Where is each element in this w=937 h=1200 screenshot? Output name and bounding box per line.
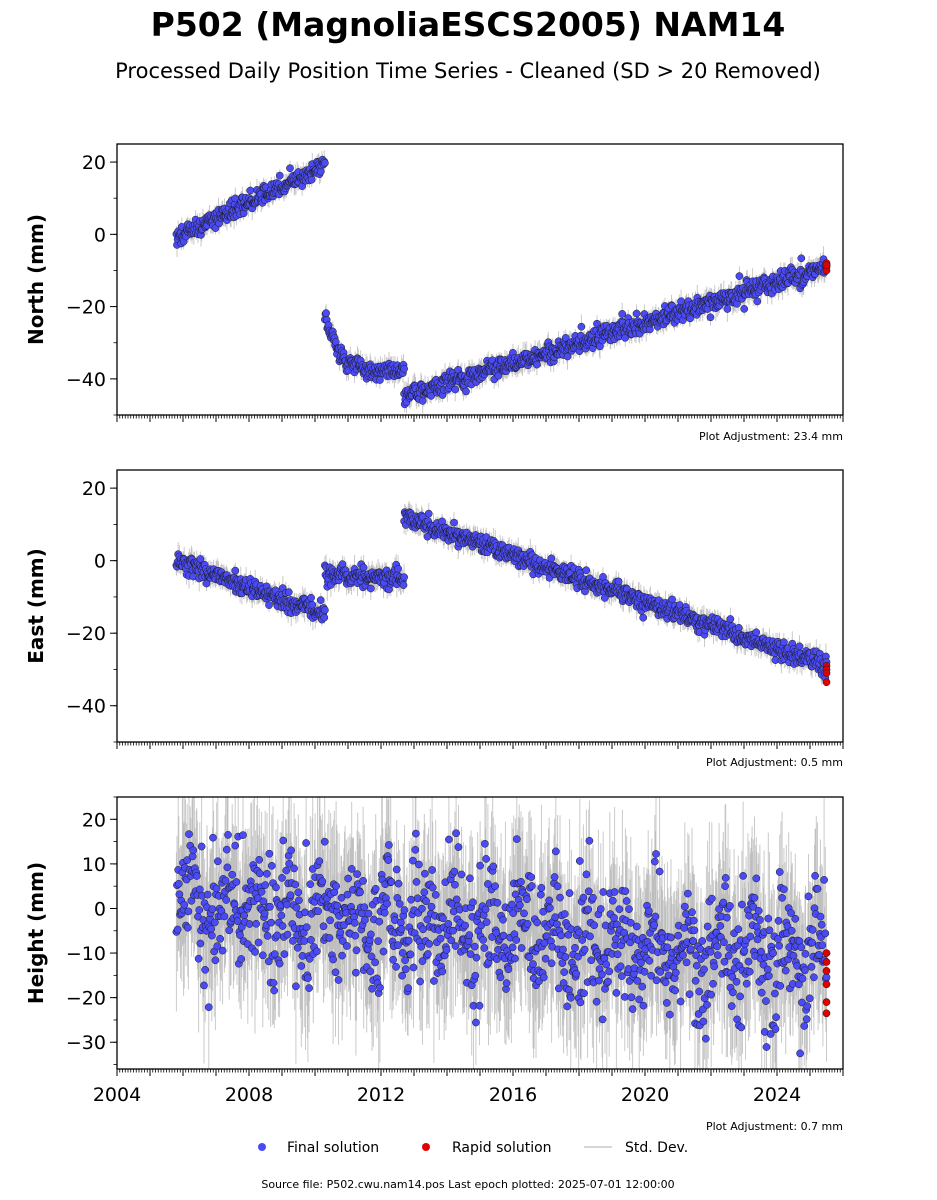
final-solution-points xyxy=(172,508,831,682)
y-tick-label: −40 xyxy=(66,369,106,391)
final-solution-point xyxy=(723,305,732,313)
x-axis-ticks xyxy=(116,415,844,422)
y-axis-ticks: 20 0 −20 −40 xyxy=(66,478,117,743)
final-solution-point xyxy=(726,615,735,623)
final-solution-point xyxy=(322,309,330,317)
y-axis-ticks: 20 0 −20 −40 xyxy=(66,152,117,416)
rapid-solution-point xyxy=(822,678,831,687)
final-solution-point xyxy=(621,333,630,342)
final-solution-point xyxy=(321,606,329,614)
final-solution-point xyxy=(547,554,556,563)
final-solution-point xyxy=(795,642,804,651)
final-solution-point xyxy=(321,159,329,167)
final-solution-point xyxy=(376,376,384,384)
final-solution-points xyxy=(172,155,831,409)
final-solution-point xyxy=(400,573,408,582)
final-solution-point xyxy=(632,309,641,318)
final-solution-point xyxy=(400,364,408,373)
panel-north: 20 0 −20 −40 North (mm) Plot Adjustment: 23.4… xyxy=(24,143,844,443)
final-solution-point xyxy=(797,254,806,263)
final-solution-point xyxy=(462,387,470,396)
y-tick-label: 20 xyxy=(82,152,106,174)
plot-adjustment-note: Plot Adjustment: 23.4 mm xyxy=(699,430,843,443)
panel-height: 2004 2008 2012 2016 2020 202420100−10−20−30He… xyxy=(24,796,844,1133)
plot-adjustment-note: Plot Adjustment: 0.5 mm xyxy=(706,756,843,769)
final-solution-point xyxy=(753,297,762,306)
x-axis-ticks xyxy=(116,742,844,749)
figure-subtitle: Processed Daily Position Time Series - C… xyxy=(115,59,821,83)
figure-title: P502 (MagnoliaESCS2005) NAM14 xyxy=(151,5,786,44)
rapid-solution-point xyxy=(822,261,831,269)
y-tick-label: −20 xyxy=(66,623,106,645)
final-solution-point xyxy=(686,314,694,323)
panel-east: 20 0 −20 −40 East (mm) Plot Adjustment: 0.5 m… xyxy=(24,469,844,769)
final-solution-point xyxy=(424,509,433,518)
y-axis-label: North (mm) xyxy=(24,214,48,345)
final-solution-point xyxy=(284,588,293,596)
final-solution-point xyxy=(286,164,294,173)
y-tick-label: 20 xyxy=(82,478,106,500)
y-tick-label: 0 xyxy=(94,551,106,573)
rapid-solution-points xyxy=(822,259,831,275)
final-solution-point xyxy=(577,322,586,331)
final-solution-point xyxy=(307,175,316,184)
final-solution-point xyxy=(618,310,627,318)
final-solution-point xyxy=(735,272,744,280)
final-solution-point xyxy=(639,613,648,622)
rapid-solution-points xyxy=(822,661,831,687)
y-tick-label: −40 xyxy=(66,696,106,718)
plot-frame xyxy=(116,469,844,743)
y-tick-label: 0 xyxy=(94,224,106,246)
final-solution-point xyxy=(196,555,205,563)
rapid-solution-point xyxy=(822,669,831,677)
final-solution-point xyxy=(582,566,591,575)
final-solution-point xyxy=(427,392,435,400)
final-solution-point xyxy=(563,352,572,361)
final-solution-point xyxy=(246,186,255,195)
final-solution-point xyxy=(752,628,761,637)
final-solution-point xyxy=(394,564,402,573)
final-solution-point xyxy=(533,360,541,369)
final-solution-point xyxy=(359,563,368,572)
final-solution-point xyxy=(202,579,211,588)
final-solution-point xyxy=(275,171,284,180)
final-solution-point xyxy=(418,397,427,405)
y-tick-label: −20 xyxy=(66,297,106,319)
final-solution-point xyxy=(231,566,240,575)
final-solution-point xyxy=(316,596,325,604)
final-solution-point xyxy=(399,581,408,589)
final-solution-point xyxy=(614,577,623,586)
final-solution-point xyxy=(600,594,609,602)
y-axis-label: East (mm) xyxy=(24,548,48,664)
final-solution-point xyxy=(320,613,329,622)
final-solution-point xyxy=(265,601,273,609)
final-solution-point xyxy=(494,371,503,380)
final-solution-point xyxy=(706,313,715,322)
final-solution-point xyxy=(779,638,788,646)
final-solution-point xyxy=(740,305,749,313)
final-solution-point xyxy=(451,385,460,394)
final-solution-point xyxy=(307,593,315,602)
final-solution-point xyxy=(450,518,458,527)
final-solution-point xyxy=(366,584,375,593)
final-solution-point xyxy=(308,600,317,609)
